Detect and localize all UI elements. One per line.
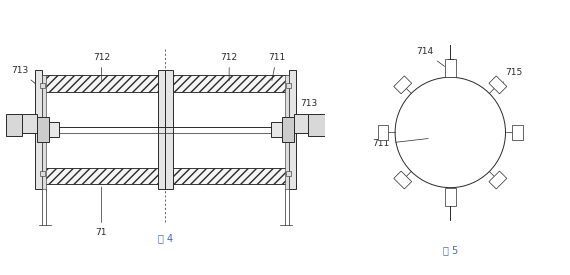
Bar	[35, 70, 42, 189]
Bar	[445, 188, 456, 206]
Bar	[45, 75, 158, 92]
Circle shape	[395, 77, 506, 188]
Polygon shape	[489, 171, 507, 189]
Text: 711: 711	[268, 53, 285, 81]
Bar	[45, 168, 158, 184]
Polygon shape	[394, 76, 412, 94]
Text: 图 4: 图 4	[158, 233, 173, 243]
Polygon shape	[394, 171, 412, 189]
Bar	[165, 70, 173, 189]
Polygon shape	[512, 125, 523, 140]
Text: 713: 713	[11, 66, 36, 85]
Text: 713: 713	[294, 99, 317, 115]
Bar	[445, 59, 456, 77]
Bar	[49, 122, 59, 137]
Text: 图 5: 图 5	[443, 246, 458, 255]
Text: 712: 712	[221, 53, 238, 81]
Bar	[271, 122, 282, 137]
Bar	[173, 75, 286, 92]
Text: 714: 714	[417, 48, 445, 66]
Bar	[173, 168, 286, 184]
Bar	[158, 70, 165, 189]
Text: 71: 71	[96, 187, 107, 237]
Bar	[308, 114, 325, 136]
Bar	[286, 83, 291, 89]
Polygon shape	[489, 76, 507, 94]
Bar	[42, 75, 46, 189]
Text: 711: 711	[373, 139, 428, 148]
Bar	[40, 171, 45, 176]
Text: 715: 715	[499, 68, 522, 86]
Bar	[36, 117, 49, 142]
Bar	[22, 114, 36, 133]
Bar	[40, 83, 45, 89]
Polygon shape	[378, 125, 388, 140]
Text: 712: 712	[93, 53, 110, 81]
Bar	[286, 171, 291, 176]
Bar	[294, 114, 308, 133]
Bar	[6, 114, 22, 136]
Bar	[282, 117, 294, 142]
Bar	[289, 70, 296, 189]
Bar	[285, 75, 289, 189]
